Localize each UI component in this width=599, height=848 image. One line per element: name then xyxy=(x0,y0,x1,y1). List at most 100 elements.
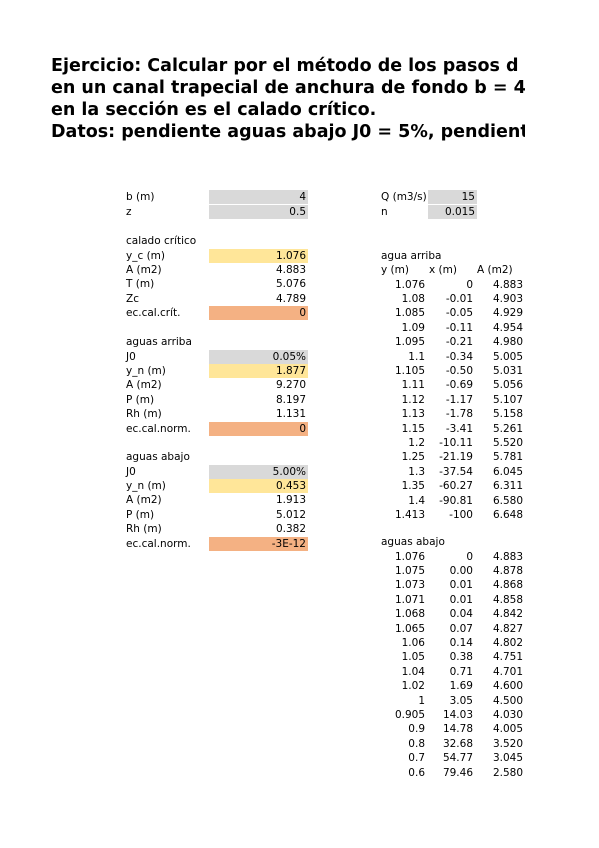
table-row: 1.11 -0.69 5.056 xyxy=(381,378,526,392)
row-q: Q (m3/s) 15 xyxy=(381,190,477,204)
cell-x: 0.01 xyxy=(449,593,473,606)
cell-x: 14.03 xyxy=(442,708,473,721)
value-q[interactable]: 15 xyxy=(428,190,477,204)
arriba-row: Rh (m) 1.131 xyxy=(126,407,308,421)
cell-a: 5.520 xyxy=(492,436,523,449)
table-row: 1.413 -100 6.648 xyxy=(381,508,526,522)
row-value[interactable]: 0 xyxy=(209,306,308,321)
row-value[interactable]: 0 xyxy=(209,421,308,436)
col-x-header: x (m) xyxy=(429,264,457,276)
critico-row: T (m) 5.076 xyxy=(126,277,308,291)
cell-x: -0.01 xyxy=(445,292,473,305)
row-value[interactable]: 5.012 xyxy=(275,508,306,521)
critico-row: A (m2) 4.883 xyxy=(126,263,308,277)
abajo-row: ec.cal.norm. -3E-12 xyxy=(126,536,308,551)
cell-y: 1.09 xyxy=(401,321,425,334)
title-line: en la sección es el calado crítico. xyxy=(51,100,377,120)
critico-row: Zc 4.789 xyxy=(126,292,308,306)
critico-row: ec.cal.crít. 0 xyxy=(126,306,308,321)
cell-a: 4.903 xyxy=(492,292,523,305)
arriba-row: J0 0.05% xyxy=(126,349,308,364)
cell-x: -21.19 xyxy=(439,451,473,464)
cell-y: 1.105 xyxy=(394,364,425,377)
value-z[interactable]: 0.5 xyxy=(209,205,308,219)
row-label: Rh (m) xyxy=(126,523,162,536)
cell-y: 1.11 xyxy=(401,379,425,392)
row-value[interactable]: 4.883 xyxy=(275,263,306,276)
table-row: 0.6 79.46 2.580 xyxy=(381,766,526,780)
cell-x: 0.01 xyxy=(449,579,473,592)
cell-x: -0.50 xyxy=(445,364,473,377)
row-label: y_c (m) xyxy=(126,249,165,262)
value-n[interactable]: 0.015 xyxy=(428,205,477,219)
cell-x: 14.78 xyxy=(442,723,473,736)
table-row: 1.068 0.04 4.842 xyxy=(381,607,526,621)
cell-y: 0.6 xyxy=(408,766,425,779)
row-value[interactable]: 1.913 xyxy=(275,494,306,507)
row-value[interactable]: 0.453 xyxy=(209,478,308,493)
col-y-header: y (m) xyxy=(381,264,409,276)
row-value[interactable]: 0.382 xyxy=(275,523,306,536)
cell-a: 5.261 xyxy=(492,422,523,435)
cell-y: 1.095 xyxy=(394,336,425,349)
cell-a: 4.030 xyxy=(492,708,523,721)
cell-x: -0.69 xyxy=(445,379,473,392)
cell-y: 1.08 xyxy=(401,292,425,305)
cell-a: 4.802 xyxy=(492,636,523,649)
table-row: 1.1 -0.34 5.005 xyxy=(381,350,526,364)
cell-x: -90.81 xyxy=(439,494,473,507)
cell-x: -37.54 xyxy=(439,465,473,478)
cell-y: 1.068 xyxy=(394,608,425,621)
cell-a: 4.878 xyxy=(492,564,523,577)
cell-y: 1.076 xyxy=(394,550,425,563)
cell-x: 79.46 xyxy=(442,766,473,779)
cell-y: 1.2 xyxy=(408,436,425,449)
value-b[interactable]: 4 xyxy=(209,190,308,204)
table-row: 1.095 -0.21 4.980 xyxy=(381,335,526,349)
cell-a: 4.701 xyxy=(492,665,523,678)
row-label: ec.cal.norm. xyxy=(126,422,191,435)
table-row: 1.065 0.07 4.827 xyxy=(381,622,526,636)
abajo-row: y_n (m) 0.453 xyxy=(126,478,308,493)
row-value[interactable]: 5.00% xyxy=(209,464,308,479)
row-value[interactable]: 1.877 xyxy=(209,363,308,378)
section-aguas-abajo-header: aguas abajo xyxy=(381,536,445,548)
cell-x: -60.27 xyxy=(439,480,473,493)
cell-y: 0.9 xyxy=(408,723,425,736)
row-z: z 0.5 xyxy=(126,205,308,219)
cell-x: -0.11 xyxy=(445,321,473,334)
row-value[interactable]: 1.076 xyxy=(209,248,308,263)
cell-a: 5.005 xyxy=(492,350,523,363)
section-critico-header: calado crítico xyxy=(126,235,197,247)
cell-y: 1.071 xyxy=(394,593,425,606)
row-value[interactable]: 1.131 xyxy=(275,408,306,421)
row-value[interactable]: 5.076 xyxy=(275,278,306,291)
table-row: 1.06 0.14 4.802 xyxy=(381,636,526,650)
row-value[interactable]: 8.197 xyxy=(275,393,306,406)
cell-y: 1.13 xyxy=(401,408,425,421)
row-label: Zc xyxy=(126,292,139,305)
cell-a: 5.158 xyxy=(492,408,523,421)
row-value[interactable]: 0.05% xyxy=(209,349,308,364)
table-row: 1.35 -60.27 6.311 xyxy=(381,479,526,493)
cell-y: 1.4 xyxy=(408,494,425,507)
cell-a: 4.005 xyxy=(492,723,523,736)
row-value[interactable]: 9.270 xyxy=(275,379,306,392)
title-line: Datos: pendiente aguas abajo J0 = 5%, pe… xyxy=(51,122,525,142)
abajo-row: P (m) 5.012 xyxy=(126,508,308,522)
row-b: b (m) 4 xyxy=(126,190,308,204)
arriba-row: P (m) 8.197 xyxy=(126,393,308,407)
cell-x: 0.38 xyxy=(449,651,473,664)
cell-a: 4.954 xyxy=(492,321,523,334)
column-headers: y (m) x (m) A (m2) xyxy=(381,263,526,277)
cell-x: -0.05 xyxy=(445,307,473,320)
row-value[interactable]: 4.789 xyxy=(275,292,306,305)
cell-y: 1.05 xyxy=(401,651,425,664)
row-label: J0 xyxy=(126,350,136,363)
row-label: y_n (m) xyxy=(126,364,166,377)
row-value[interactable]: -3E-12 xyxy=(209,536,308,551)
cell-y: 1.35 xyxy=(401,480,425,493)
cell-y: 1.075 xyxy=(394,564,425,577)
table-row: 1.05 0.38 4.751 xyxy=(381,650,526,664)
table-row: 1.076 0 4.883 xyxy=(381,278,526,292)
